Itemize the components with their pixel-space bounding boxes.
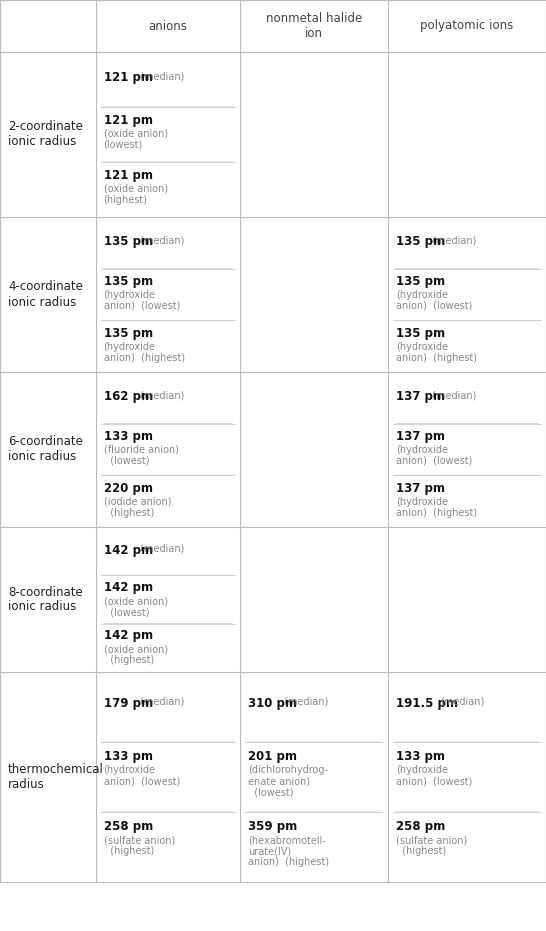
Text: (oxide anion): (oxide anion) <box>104 644 168 654</box>
Text: anion)  (highest): anion) (highest) <box>396 353 477 362</box>
Text: 142 pm: 142 pm <box>104 629 153 642</box>
Text: thermochemical
radius: thermochemical radius <box>8 763 104 791</box>
Text: (oxide anion): (oxide anion) <box>104 183 168 194</box>
Text: (highest): (highest) <box>396 846 446 857</box>
Text: (highest): (highest) <box>104 846 154 857</box>
Text: (median): (median) <box>136 544 184 554</box>
Text: (oxide anion): (oxide anion) <box>104 596 168 606</box>
Text: 135 pm: 135 pm <box>396 327 445 340</box>
Text: (hydroxide: (hydroxide <box>104 765 156 776</box>
Text: 142 pm: 142 pm <box>104 544 153 557</box>
Text: 135 pm: 135 pm <box>396 236 445 248</box>
Text: (highest): (highest) <box>104 507 154 518</box>
Text: (median): (median) <box>136 236 184 245</box>
Text: 137 pm: 137 pm <box>396 390 444 403</box>
Text: (median): (median) <box>136 696 184 707</box>
Text: 220 pm: 220 pm <box>104 481 152 494</box>
Text: anions: anions <box>149 20 187 33</box>
Text: (median): (median) <box>136 72 184 81</box>
Text: (sulfate anion): (sulfate anion) <box>104 835 175 845</box>
Text: (lowest): (lowest) <box>104 607 149 617</box>
Text: anion)  (highest): anion) (highest) <box>248 857 329 868</box>
Text: (highest): (highest) <box>104 195 147 205</box>
Text: anion)  (lowest): anion) (lowest) <box>396 301 472 311</box>
Text: 258 pm: 258 pm <box>396 820 445 833</box>
Text: (dichlorohydrog-: (dichlorohydrog- <box>248 765 328 776</box>
Text: anion)  (highest): anion) (highest) <box>396 507 477 518</box>
Text: (hydroxide: (hydroxide <box>104 342 156 352</box>
Text: (lowest): (lowest) <box>104 140 143 150</box>
Text: 133 pm: 133 pm <box>396 750 444 763</box>
Text: (hydroxide: (hydroxide <box>396 445 448 455</box>
Text: (median): (median) <box>429 390 476 400</box>
Text: 359 pm: 359 pm <box>248 820 298 833</box>
Text: urate(IV): urate(IV) <box>248 846 292 857</box>
Text: (hexabromotell-: (hexabromotell- <box>248 835 326 845</box>
Text: (hydroxide: (hydroxide <box>396 496 448 506</box>
Text: 121 pm: 121 pm <box>104 114 152 127</box>
Text: anion)  (lowest): anion) (lowest) <box>104 301 180 311</box>
Text: 135 pm: 135 pm <box>104 327 153 340</box>
Text: (highest): (highest) <box>104 655 154 666</box>
Text: 179 pm: 179 pm <box>104 696 153 709</box>
Text: anion)  (lowest): anion) (lowest) <box>396 456 472 466</box>
Text: 258 pm: 258 pm <box>104 820 153 833</box>
Text: 137 pm: 137 pm <box>396 430 444 443</box>
Text: 191.5 pm: 191.5 pm <box>396 696 458 709</box>
Text: (hydroxide: (hydroxide <box>396 342 448 352</box>
Text: (hydroxide: (hydroxide <box>396 765 448 776</box>
Text: 121 pm: 121 pm <box>104 169 152 182</box>
Text: 2-coordinate
ionic radius: 2-coordinate ionic radius <box>8 120 83 149</box>
Text: 133 pm: 133 pm <box>104 750 152 763</box>
Text: (median): (median) <box>440 696 484 707</box>
Text: (iodide anion): (iodide anion) <box>104 496 171 506</box>
Text: (lowest): (lowest) <box>248 788 294 797</box>
Text: (fluoride anion): (fluoride anion) <box>104 445 179 455</box>
Text: 135 pm: 135 pm <box>104 236 153 248</box>
Text: polyatomic ions: polyatomic ions <box>420 20 513 33</box>
Text: nonmetal halide
ion: nonmetal halide ion <box>266 12 362 40</box>
Text: enate anion): enate anion) <box>248 776 310 787</box>
Text: (median): (median) <box>136 390 184 400</box>
Text: 135 pm: 135 pm <box>396 275 445 288</box>
Text: 4-coordinate
ionic radius: 4-coordinate ionic radius <box>8 280 83 308</box>
Text: 8-coordinate
ionic radius: 8-coordinate ionic radius <box>8 586 83 614</box>
Text: 162 pm: 162 pm <box>104 390 153 403</box>
Text: 310 pm: 310 pm <box>248 696 297 709</box>
Text: (lowest): (lowest) <box>104 456 149 466</box>
Text: (hydroxide: (hydroxide <box>104 290 156 300</box>
Text: 137 pm: 137 pm <box>396 481 444 494</box>
Text: anion)  (highest): anion) (highest) <box>104 353 185 362</box>
Text: (hydroxide: (hydroxide <box>396 290 448 300</box>
Text: 6-coordinate
ionic radius: 6-coordinate ionic radius <box>8 436 83 464</box>
Text: anion)  (lowest): anion) (lowest) <box>396 776 472 787</box>
Text: (median): (median) <box>281 696 329 707</box>
Text: 135 pm: 135 pm <box>104 275 153 288</box>
Text: 201 pm: 201 pm <box>248 750 297 763</box>
Text: (oxide anion): (oxide anion) <box>104 128 168 139</box>
Text: (median): (median) <box>429 236 476 245</box>
Text: (sulfate anion): (sulfate anion) <box>396 835 467 845</box>
Text: 121 pm: 121 pm <box>104 72 152 84</box>
Text: 133 pm: 133 pm <box>104 430 152 443</box>
Text: anion)  (lowest): anion) (lowest) <box>104 776 180 787</box>
Text: 142 pm: 142 pm <box>104 581 153 594</box>
